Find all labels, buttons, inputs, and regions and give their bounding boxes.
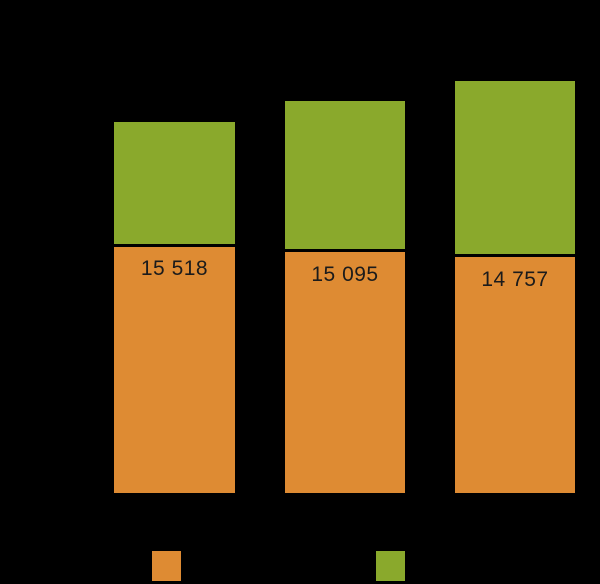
bar-2-segment-separator — [285, 249, 405, 252]
bar-1-segment-separator — [114, 244, 235, 247]
bar-1-value-label: 15 518 — [140, 257, 209, 280]
bar-2-value-label: 15 095 — [311, 263, 379, 286]
bar-3-value-label: 14 757 — [481, 268, 549, 291]
legend-swatch-green — [376, 551, 405, 581]
bar-3-top-segment — [455, 81, 575, 254]
bar-3-segment-separator — [455, 254, 575, 257]
bar-1-top-segment — [114, 122, 235, 244]
bar-3-bottom-segment: 14 757 — [455, 257, 575, 493]
bar-1-bottom-segment: 15 518 — [114, 247, 235, 493]
bar-2-bottom-segment: 15 095 — [285, 252, 405, 493]
bar-2-top-segment — [285, 101, 405, 249]
legend-swatch-orange — [152, 551, 181, 581]
